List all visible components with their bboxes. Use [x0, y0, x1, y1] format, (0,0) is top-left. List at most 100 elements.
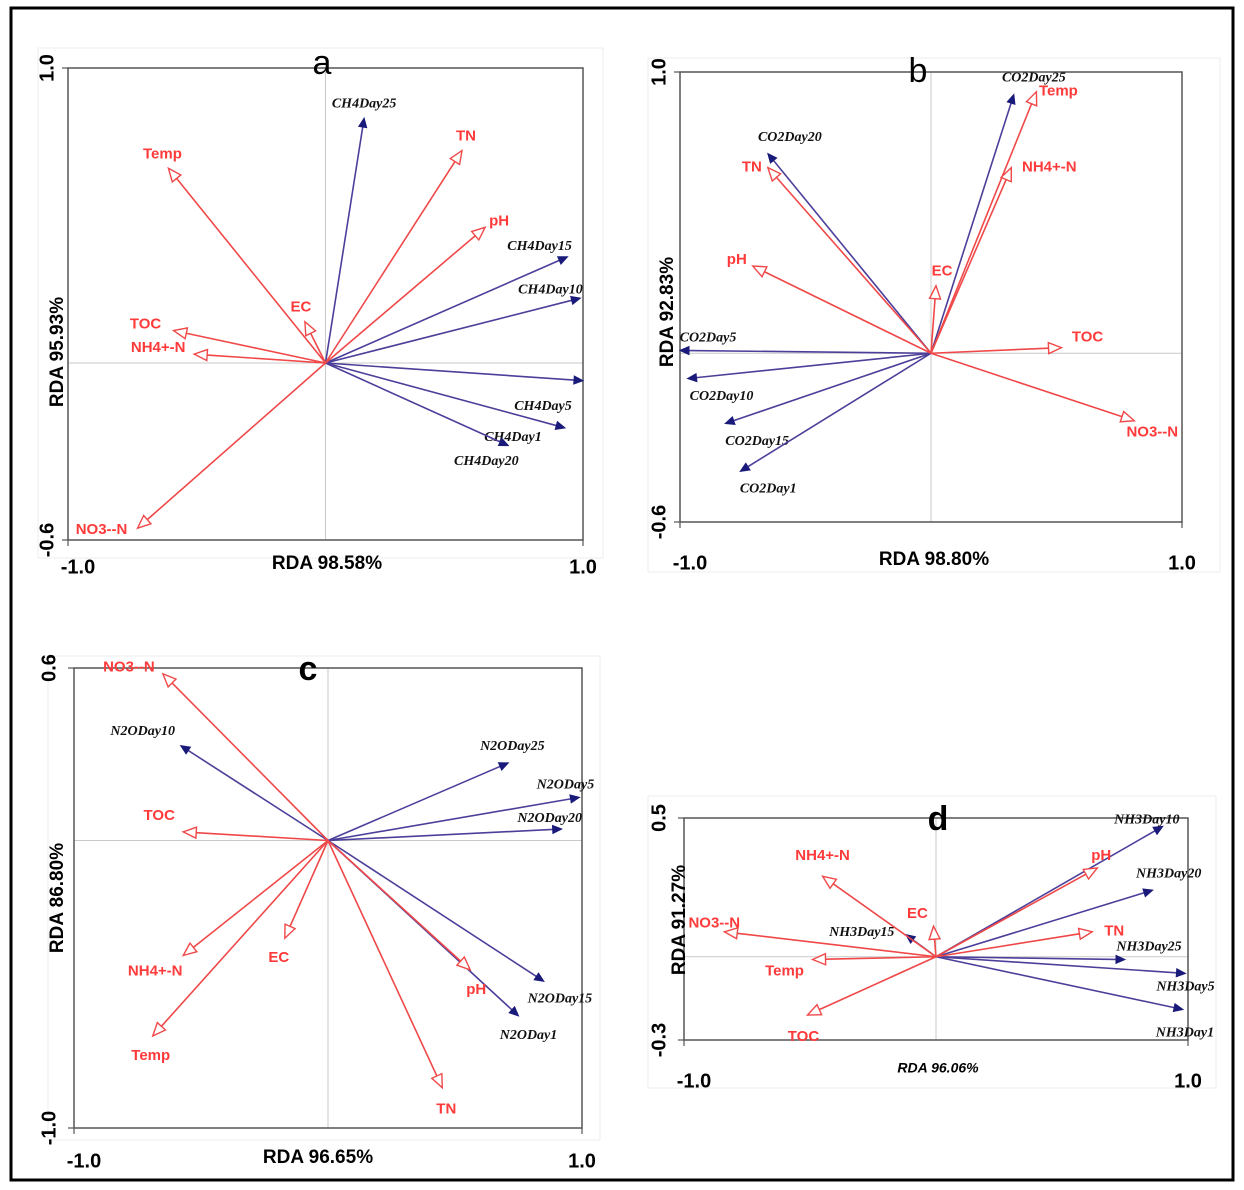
arrow-head	[508, 1005, 520, 1017]
vector-label-ph: pH	[1091, 847, 1111, 864]
arrow-head	[810, 952, 827, 966]
vector-label-co2day25: CO2Day25	[1002, 71, 1066, 86]
y-tick-label: -0.3	[648, 1023, 670, 1057]
arrow-shaft	[324, 126, 364, 364]
vector-label-n2oday25: N2ODay25	[479, 739, 545, 754]
plot-border	[67, 67, 584, 541]
arrow-head	[999, 165, 1013, 183]
arrow-head	[1172, 1002, 1185, 1013]
arrow-head	[686, 372, 698, 383]
env-vector-ph: pH	[324, 212, 509, 364]
env-vector-ph: pH	[327, 839, 486, 998]
species-vector-nh3day1: NH3Day1	[935, 955, 1214, 1041]
panel-background	[37, 47, 604, 559]
env-vector-tn: TN	[935, 923, 1124, 958]
arrow-head	[767, 152, 778, 164]
vector-label-no3-n: NO3--N	[688, 915, 740, 932]
arrow-head	[1082, 867, 1099, 881]
env-vector-no3-n: NO3--N	[688, 915, 937, 958]
vector-label-ch4day1: CH4Day1	[484, 430, 542, 445]
env-vector-nh4-n: NH4+-N	[131, 339, 326, 364]
env-vector-tn: TN	[742, 159, 932, 354]
panels: a RDA 98.58% RDA 95.93% -1.0 1.0 -0.6 1.0 CH4Da…	[36, 44, 1221, 1173]
species-vector-n2oday5: N2ODay5	[327, 778, 594, 842]
arrow-head	[554, 420, 567, 431]
arrow-shaft	[187, 749, 329, 842]
vector-label-nh3day5: NH3Day5	[1155, 980, 1214, 995]
arrow-head	[766, 166, 782, 183]
arrow-head	[167, 166, 183, 184]
arrow-shaft	[696, 352, 932, 379]
x-tick-label: 1.0	[569, 557, 597, 579]
arrow-head	[1119, 410, 1137, 423]
vector-label-temp: Temp	[131, 1047, 170, 1064]
vector-label-ec: EC	[290, 299, 311, 316]
arrow-head	[161, 672, 178, 689]
arrow-shaft	[935, 955, 1175, 1009]
vector-label-co2day1: CO2Day1	[740, 482, 797, 497]
arrow-shaft	[772, 160, 932, 354]
species-vector-ch4day5: CH4Day5	[325, 362, 585, 414]
env-vector-ec: EC	[268, 840, 329, 966]
vector-label-ch4day15: CH4Day15	[507, 239, 572, 254]
arrow-shaft	[818, 956, 937, 1011]
x-tick-label: -1.0	[677, 1071, 711, 1093]
y-tick-label: -0.6	[36, 523, 58, 557]
y-tick-label: 0.6	[38, 654, 60, 682]
species-vector-n2oday15: N2ODay15	[327, 839, 592, 1007]
y-tick-label: 1.0	[648, 58, 670, 86]
arrow-head	[751, 265, 768, 278]
env-vector-ph: pH	[935, 847, 1111, 958]
env-vector-ec: EC	[928, 263, 953, 354]
vector-label-co2day5: CO2Day5	[680, 331, 737, 346]
vector-label-tn: TN	[742, 159, 762, 176]
arrow-shaft	[832, 883, 937, 958]
vector-label-n2oday10: N2ODay10	[109, 724, 175, 739]
arrow-shaft	[196, 831, 329, 842]
arrow-head	[430, 1072, 444, 1090]
arrow-head	[570, 295, 582, 306]
vector-label-temp: Temp	[1039, 83, 1078, 100]
arrow-shaft	[146, 362, 327, 521]
arrow-head	[928, 924, 942, 941]
arrow-shaft	[764, 271, 932, 354]
arrow-shaft	[327, 840, 438, 1077]
species-vector-nh3day5: NH3Day5	[935, 955, 1215, 995]
species-vector-co2day25: CO2Day25	[930, 71, 1066, 354]
arrow-head	[497, 437, 510, 447]
vector-label-toc: TOC	[144, 807, 176, 824]
vector-label-ph: pH	[466, 981, 486, 998]
plot-border	[679, 71, 1183, 523]
arrow-shaft	[930, 352, 1123, 418]
vector-label-temp: Temp	[765, 962, 804, 979]
env-vector-nh4-n: NH4+-N	[128, 839, 329, 979]
vector-label-ec: EC	[268, 949, 289, 966]
y-axis-label: RDA 86.80%	[47, 843, 68, 953]
panel-letter: c	[299, 650, 318, 688]
arrow-shaft	[825, 955, 937, 961]
vector-label-toc: TOC	[1072, 329, 1104, 346]
arrow-shaft	[325, 259, 560, 364]
vector-label-ch4day10: CH4Day10	[518, 282, 583, 297]
vector-label-n2oday20: N2ODay20	[516, 811, 582, 826]
arrow-shaft	[160, 839, 329, 1027]
panel-b: b RDA 98.80% RDA 92.83% -1.0 1.0 -0.6 1.0 CO2Da…	[647, 52, 1221, 575]
arrow-shaft	[327, 765, 501, 842]
env-vector-no3-n: NO3--N	[930, 352, 1178, 441]
x-tick-label: 1.0	[568, 1151, 596, 1173]
arrow-head	[151, 1021, 167, 1038]
arrow-head	[181, 941, 199, 957]
env-vector-no3-n: NO3--N	[76, 362, 327, 538]
arrow-shaft	[325, 362, 501, 443]
arrow-shaft	[325, 362, 557, 427]
arrow-shaft	[935, 892, 1145, 958]
arrow-shaft	[930, 103, 1033, 354]
arrow-head	[284, 923, 297, 940]
vector-label-ch4day25: CH4Day25	[332, 96, 397, 111]
env-vector-tn: TN	[324, 128, 476, 364]
plot-border	[73, 667, 583, 1129]
arrow-shaft	[327, 839, 537, 978]
arrow-shaft	[186, 332, 326, 364]
arrow-head	[722, 926, 739, 940]
